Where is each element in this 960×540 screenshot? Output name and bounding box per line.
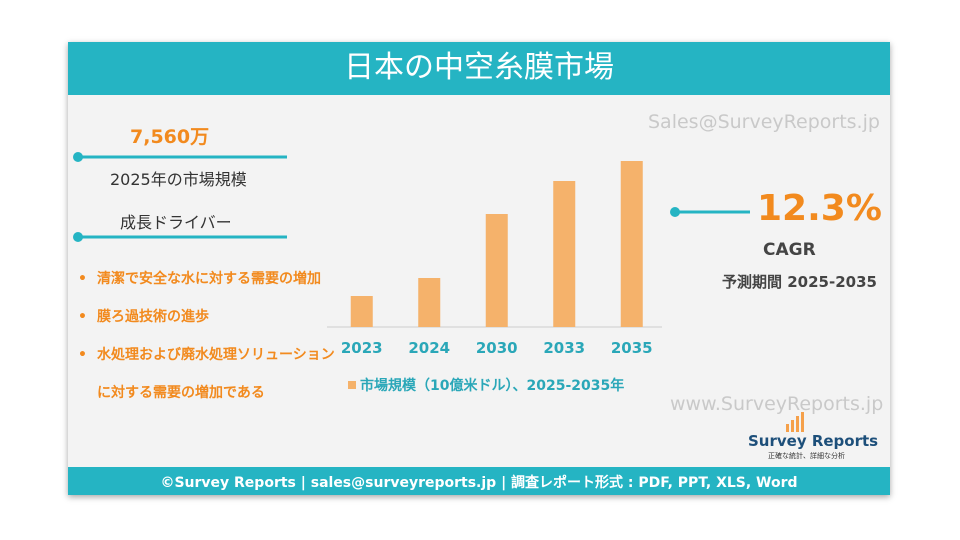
header-bar (68, 42, 890, 95)
forecast-period: 予測期間 2025-2035 (722, 273, 877, 291)
driver-text: 膜ろ過技術の進歩 (97, 309, 209, 325)
cagr-value: 12.3% (757, 188, 882, 229)
divider-dot (670, 207, 680, 217)
x-tick-label: 2023 (341, 339, 383, 357)
x-tick-label: 2030 (476, 339, 518, 357)
bullet: • (78, 271, 87, 287)
legend-swatch (348, 381, 356, 389)
title: 日本の中空糸膜市場 (344, 50, 614, 85)
divider-dot (73, 232, 83, 242)
bullet: • (78, 347, 87, 363)
bar (418, 278, 441, 327)
bar (485, 214, 508, 327)
footer-bar (68, 467, 890, 495)
card (68, 42, 890, 495)
x-tick-label: 2035 (611, 339, 653, 357)
driver-text: 水処理および廃水処理ソリューションに対する需要の増加である (97, 347, 335, 401)
bullet: • (78, 309, 87, 325)
logo-name: Survey Reports (748, 432, 879, 450)
driver-item: • 膜ろ過技術の進歩 (78, 298, 348, 336)
divider-dot (73, 152, 83, 162)
cagr-label: CAGR (763, 240, 816, 260)
footer-text: ©Survey Reports | sales@surveyreports.jp… (160, 475, 798, 491)
logo-icon (786, 412, 804, 432)
market-size-value: 7,560万 (130, 126, 210, 148)
x-tick-label: 2024 (408, 339, 450, 357)
legend-label: 市場規模（10億米ドル）、2025-2035年 (360, 377, 624, 394)
market-size-label: 2025年の市場規模 (110, 170, 247, 189)
bar (553, 181, 576, 327)
driver-item: • 水処理および廃水処理ソリューションに対する需要の増加である (78, 336, 348, 412)
driver-text: 清潔で安全な水に対する需要の増加 (97, 271, 321, 287)
drivers-title: 成長ドライバー (120, 213, 232, 232)
x-tick-label: 2033 (543, 339, 585, 357)
watermark: Sales@SurveyReports.jp (648, 111, 880, 133)
watermark: www.SurveyReports.jp (670, 393, 884, 415)
bar (350, 296, 373, 327)
driver-item: • 清潔で安全な水に対する需要の増加 (78, 260, 348, 298)
drivers-list: • 清潔で安全な水に対する需要の増加 • 膜ろ過技術の進歩 • 水処理および廃水処理ソリュ… (78, 260, 348, 412)
bar (620, 161, 643, 327)
logo-tagline: 正確な統計、詳細な分析 (768, 452, 845, 460)
